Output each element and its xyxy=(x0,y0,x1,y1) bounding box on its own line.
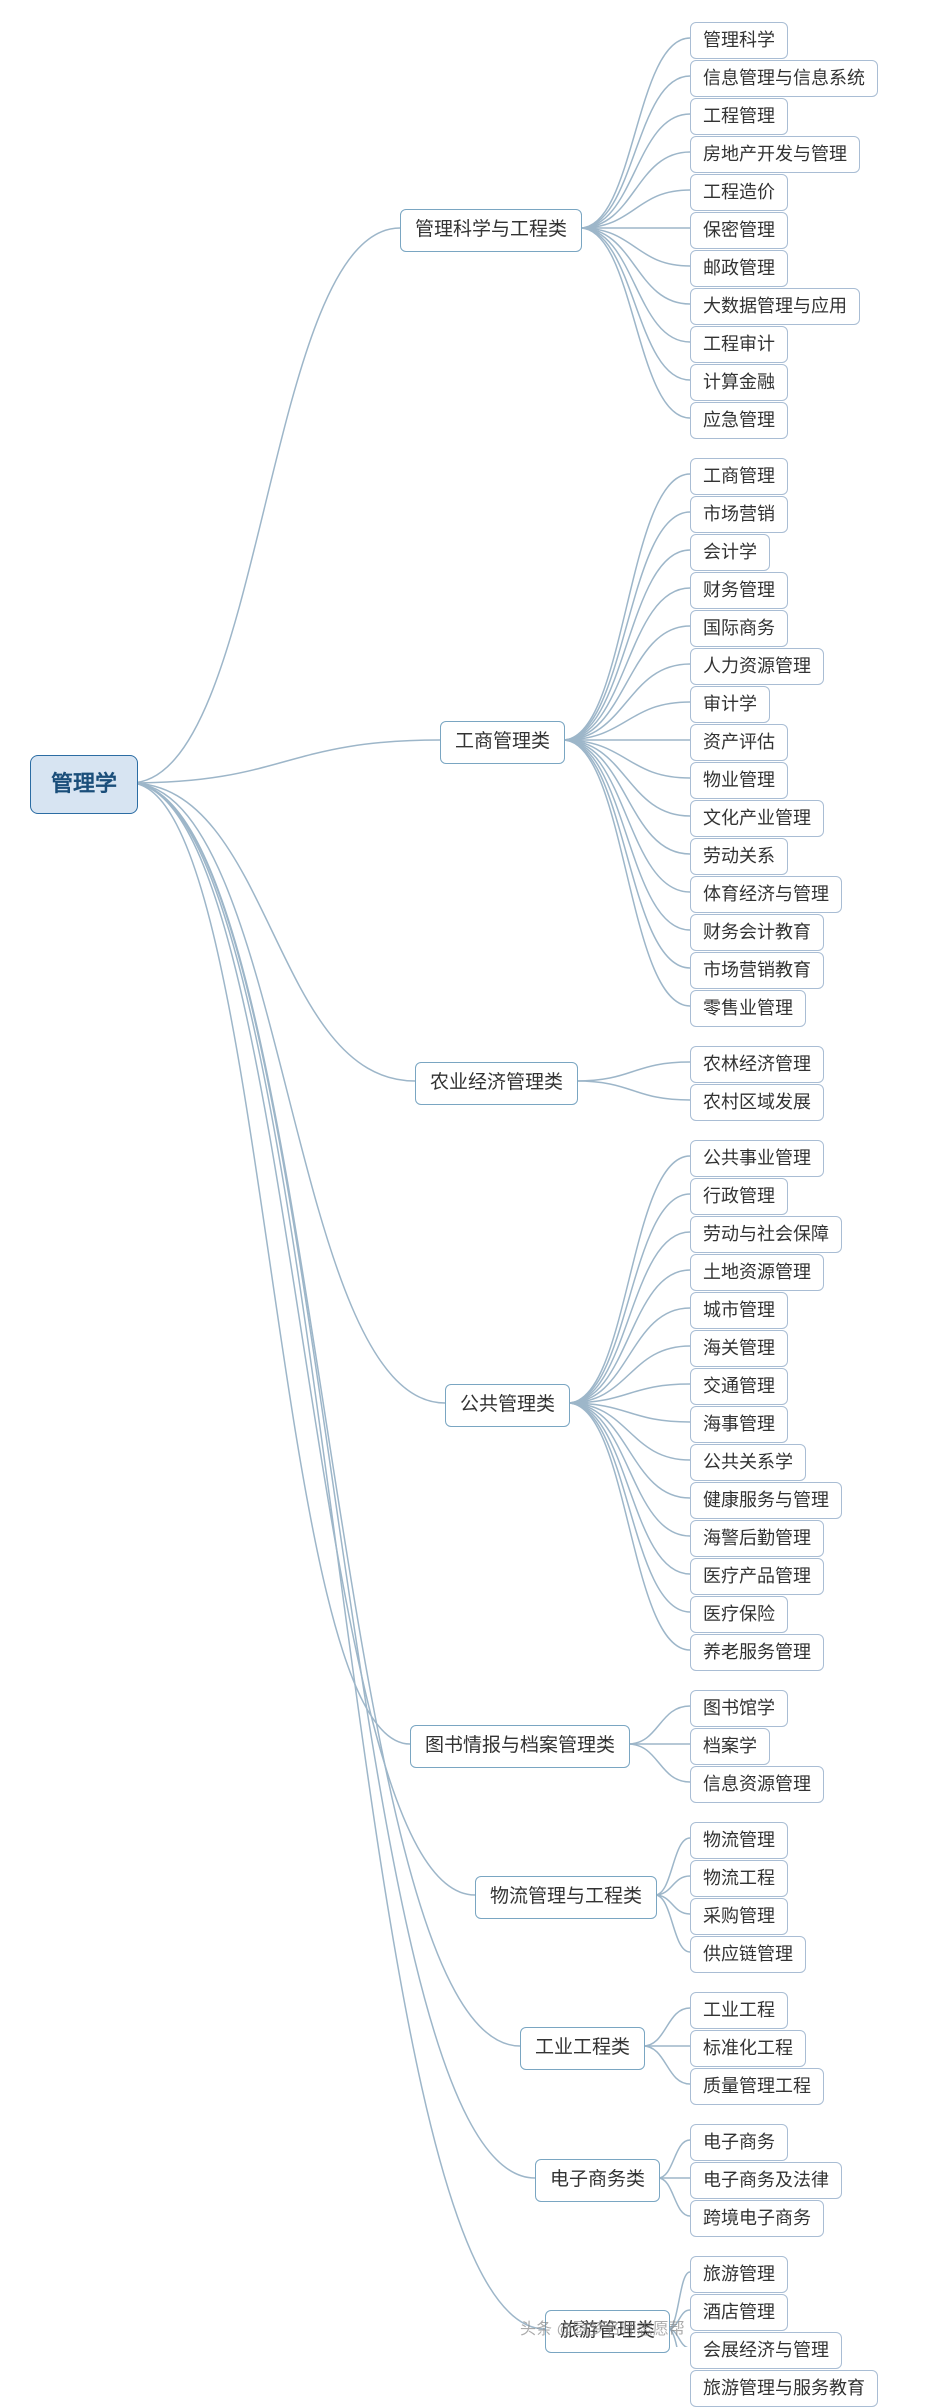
root-node: 管理学 xyxy=(30,755,138,814)
mindmap-canvas: 管理学 管理科学信息管理与信息系统工程管理房地产开发与管理工程造价保密管理邮政管理… xyxy=(0,0,951,2347)
leaf-node: 海警后勤管理 xyxy=(690,1520,824,1557)
leaf-node: 电子商务及法律 xyxy=(690,2162,842,2199)
leaf-node: 国际商务 xyxy=(690,610,788,647)
leaf-node: 土地资源管理 xyxy=(690,1254,824,1291)
category-node: 工业工程类 xyxy=(520,2027,645,2070)
leaf-node: 财务会计教育 xyxy=(690,914,824,951)
leaf-node: 医疗保险 xyxy=(690,1596,788,1633)
leaf-node: 物流工程 xyxy=(690,1860,788,1897)
leaf-node: 行政管理 xyxy=(690,1178,788,1215)
leaf-node: 文化产业管理 xyxy=(690,800,824,837)
leaf-node: 体育经济与管理 xyxy=(690,876,842,913)
leaf-node: 海事管理 xyxy=(690,1406,788,1443)
leaf-node: 标准化工程 xyxy=(690,2030,806,2067)
leaf-node: 城市管理 xyxy=(690,1292,788,1329)
category-node: 物流管理与工程类 xyxy=(475,1876,657,1919)
leaf-node: 人力资源管理 xyxy=(690,648,824,685)
leaf-node: 公共事业管理 xyxy=(690,1140,824,1177)
category-node: 图书情报与档案管理类 xyxy=(410,1725,630,1768)
leaf-node: 农林经济管理 xyxy=(690,1046,824,1083)
leaf-node: 邮政管理 xyxy=(690,250,788,287)
leaf-node: 工商管理 xyxy=(690,458,788,495)
leaf-node: 旅游管理与服务教育 xyxy=(690,2370,878,2407)
leaf-node: 应急管理 xyxy=(690,402,788,439)
leaf-node: 质量管理工程 xyxy=(690,2068,824,2105)
leaf-node: 计算金融 xyxy=(690,364,788,401)
category-node: 管理科学与工程类 xyxy=(400,209,582,252)
leaf-node: 房地产开发与管理 xyxy=(690,136,860,173)
leaf-node: 会计学 xyxy=(690,534,770,571)
leaf-node: 信息管理与信息系统 xyxy=(690,60,878,97)
leaf-node: 交通管理 xyxy=(690,1368,788,1405)
leaf-node: 采购管理 xyxy=(690,1898,788,1935)
leaf-node: 财务管理 xyxy=(690,572,788,609)
leaf-node: 档案学 xyxy=(690,1728,770,1765)
leaf-node: 健康服务与管理 xyxy=(690,1482,842,1519)
watermark-text: 头条 @圆梦名师志愿帮 xyxy=(520,2315,685,2339)
leaf-node: 资产评估 xyxy=(690,724,788,761)
leaf-node: 零售业管理 xyxy=(690,990,806,1027)
leaf-node: 工程造价 xyxy=(690,174,788,211)
leaf-node: 保密管理 xyxy=(690,212,788,249)
leaf-node: 供应链管理 xyxy=(690,1936,806,1973)
leaf-node: 审计学 xyxy=(690,686,770,723)
leaf-node: 农村区域发展 xyxy=(690,1084,824,1121)
category-node: 公共管理类 xyxy=(445,1384,570,1427)
leaf-node: 市场营销 xyxy=(690,496,788,533)
leaf-node: 大数据管理与应用 xyxy=(690,288,860,325)
category-node: 工商管理类 xyxy=(440,721,565,764)
leaf-node: 旅游管理 xyxy=(690,2256,788,2293)
leaf-node: 信息资源管理 xyxy=(690,1766,824,1803)
leaf-node: 劳动与社会保障 xyxy=(690,1216,842,1253)
category-node: 农业经济管理类 xyxy=(415,1062,578,1105)
leaf-node: 物业管理 xyxy=(690,762,788,799)
leaf-node: 工程审计 xyxy=(690,326,788,363)
category-node: 电子商务类 xyxy=(535,2159,660,2202)
leaf-node: 劳动关系 xyxy=(690,838,788,875)
leaf-node: 图书馆学 xyxy=(690,1690,788,1727)
leaf-node: 跨境电子商务 xyxy=(690,2200,824,2237)
leaf-node: 物流管理 xyxy=(690,1822,788,1859)
leaf-node: 会展经济与管理 xyxy=(690,2332,842,2369)
leaf-node: 市场营销教育 xyxy=(690,952,824,989)
leaf-node: 工业工程 xyxy=(690,1992,788,2029)
leaf-node: 医疗产品管理 xyxy=(690,1558,824,1595)
leaf-node: 酒店管理 xyxy=(690,2294,788,2331)
leaf-node: 电子商务 xyxy=(690,2124,788,2161)
leaf-node: 工程管理 xyxy=(690,98,788,135)
leaf-node: 公共关系学 xyxy=(690,1444,806,1481)
leaf-node: 养老服务管理 xyxy=(690,1634,824,1671)
leaf-node: 海关管理 xyxy=(690,1330,788,1367)
leaf-node: 管理科学 xyxy=(690,22,788,59)
